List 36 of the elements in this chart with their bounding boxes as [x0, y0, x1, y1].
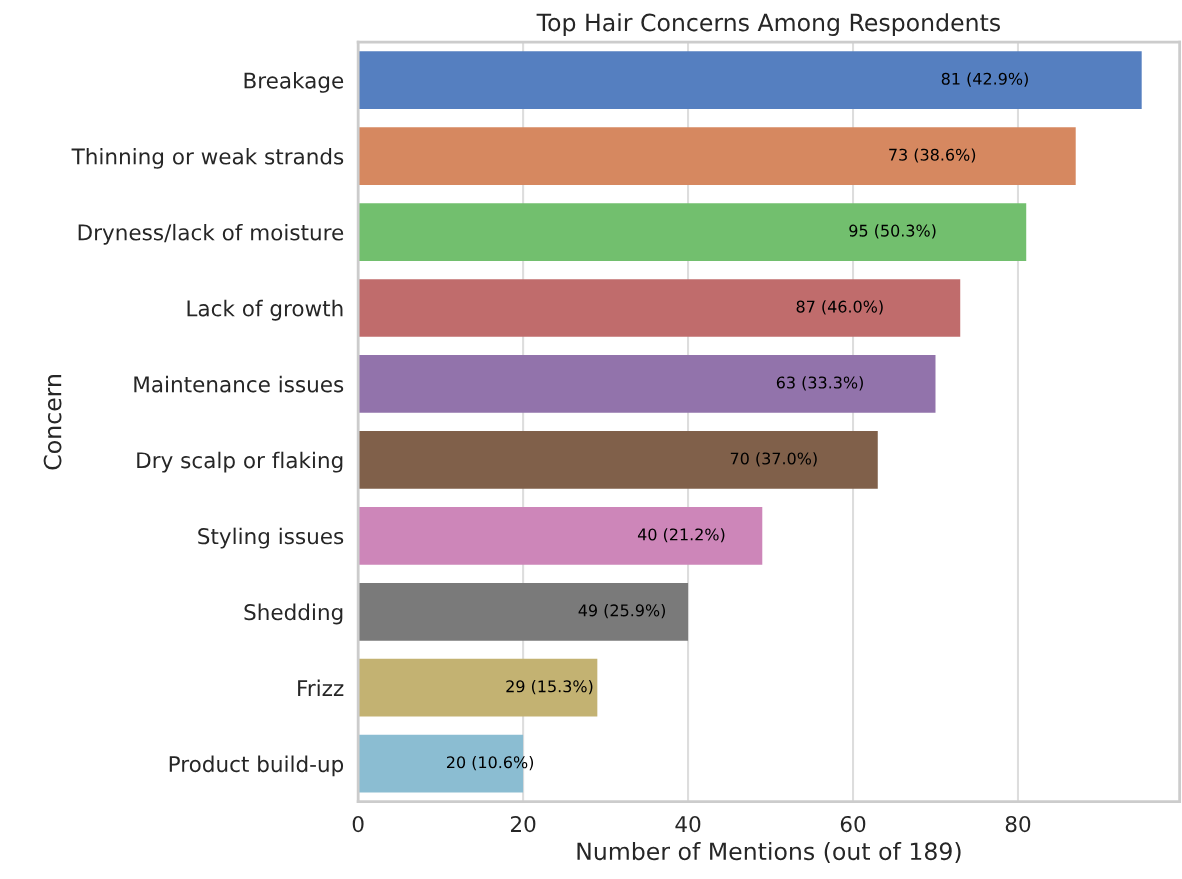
- y-tick-label: Styling issues: [198, 527, 344, 549]
- y-tick-label: Breakage: [244, 71, 344, 93]
- bar: [358, 506, 763, 565]
- y-axis-title: Concern: [43, 375, 62, 470]
- y-tick-label: Dry scalp or flaking: [137, 451, 343, 473]
- y-tick-label: Frizz: [298, 679, 344, 696]
- annotation: 63 (33.3%): [776, 376, 863, 391]
- annotation: 49 (25.9%): [578, 604, 666, 619]
- x-tick-label: 40: [675, 815, 701, 833]
- bar: [358, 431, 878, 489]
- y-tick-label: Lack of growth: [187, 299, 343, 321]
- annotation: 70 (37.0%): [730, 452, 817, 467]
- annotation: 73 (38.6%): [889, 148, 976, 163]
- bar: [358, 203, 1027, 261]
- y-tick-label: Dryness/lack of moisture: [78, 223, 344, 245]
- y-tick-label: Maintenance issues: [134, 375, 344, 393]
- annotation: 29 (15.3%): [506, 680, 593, 695]
- y-tick-label: Thinning or weak strands: [71, 147, 344, 169]
- bar: [358, 582, 689, 641]
- x-tick-label: 0: [352, 815, 364, 833]
- y-tick-label: Product build-up: [169, 755, 344, 777]
- x-tick-label: 20: [510, 815, 536, 833]
- chart-title: Top Hair Concerns Among Respondents: [536, 13, 1000, 36]
- bar: [358, 355, 936, 413]
- bar: [358, 127, 1076, 185]
- annotation: 40 (21.2%): [637, 528, 725, 543]
- bar: [358, 658, 598, 717]
- x-tick-label: 60: [840, 815, 866, 833]
- bar: [358, 279, 961, 337]
- y-tick-label: Shedding: [244, 603, 343, 625]
- x-axis-title: Number of Mentions (out of 189): [577, 841, 961, 863]
- annotation: 87 (46.0%): [796, 300, 883, 315]
- bar: [358, 51, 1142, 110]
- annotation: 95 (50.3%): [849, 224, 936, 239]
- annotation: 81 (42.9%): [941, 72, 1028, 87]
- x-tick-label: 80: [1005, 815, 1031, 833]
